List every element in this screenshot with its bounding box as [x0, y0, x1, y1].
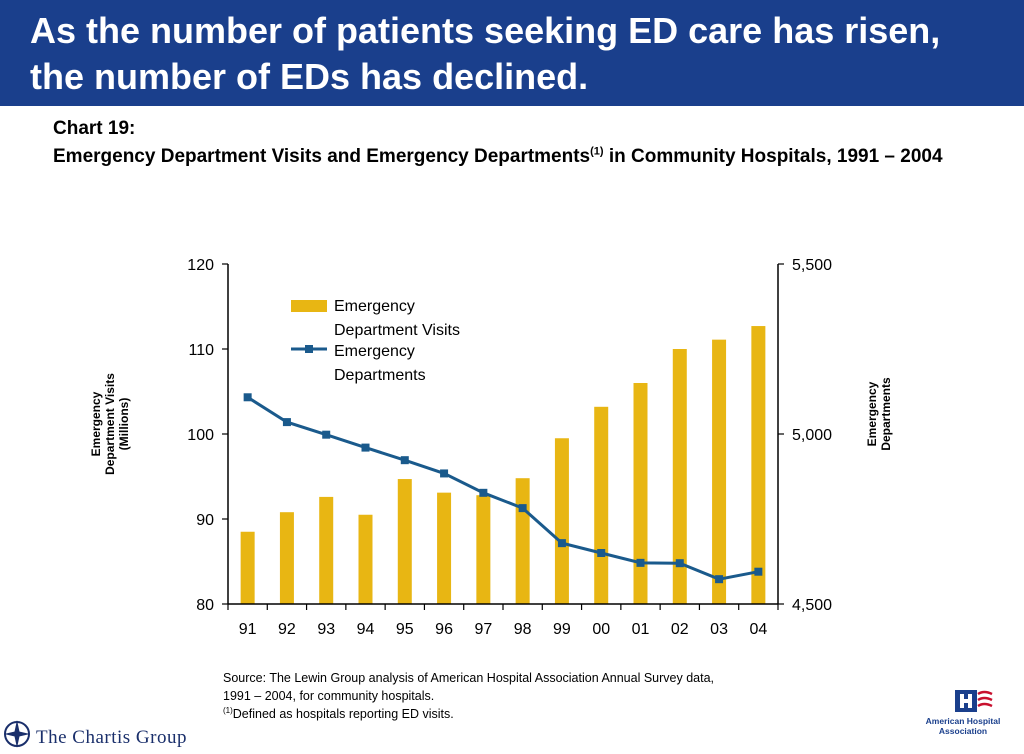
x-tick-label-96: 96: [435, 621, 453, 638]
x-tick-label-98: 98: [514, 621, 532, 638]
chart-number: Chart 19:: [53, 118, 136, 139]
left-axis-title-line: (Millions): [117, 398, 131, 451]
chart-title-footnote-mark: (1): [590, 145, 604, 158]
legend-label-visits-line: Department Visits: [334, 322, 460, 339]
bar-visits-94: [358, 514, 373, 604]
x-tick-label-01: 01: [632, 621, 650, 638]
point-eds-96: [440, 469, 449, 478]
legend-label-visits-line: Emergency: [334, 298, 415, 315]
point-eds-00: [597, 549, 606, 557]
aha-flag-icon: [955, 690, 993, 712]
point-eds-02: [675, 559, 684, 568]
left-tick-label: 110: [188, 342, 214, 359]
legend-label-eds-line: Emergency: [334, 343, 415, 360]
right-axis-title-line: Emergency: [865, 381, 879, 446]
bar-visits-93: [319, 496, 334, 604]
left-tick-label: 100: [187, 427, 214, 444]
x-tick-label-97: 97: [474, 621, 492, 638]
legend-label-eds: Emergency Departments: [334, 343, 426, 384]
slide-title: As the number of patients seeking ED car…: [30, 10, 941, 97]
footnote-text: Defined as hospitals reporting ED visits…: [232, 707, 454, 721]
chart-title-main: Emergency Department Visits and Emergenc…: [53, 146, 591, 167]
bar-visits-97: [476, 495, 491, 604]
x-tick-label-04: 04: [749, 621, 767, 638]
left-tick-label: 120: [187, 257, 214, 274]
bar-visits-02: [672, 349, 687, 604]
bar-visits-00: [594, 406, 609, 604]
point-eds-01: [636, 558, 645, 567]
right-tick-label: 5,500: [792, 257, 832, 274]
x-tick-label-91: 91: [239, 621, 257, 638]
compass-icon: [4, 720, 30, 748]
x-tick-label-02: 02: [671, 621, 689, 638]
x-tick-label-99: 99: [553, 621, 571, 638]
footnote: (1)Defined as hospitals reporting ED vis…: [223, 705, 743, 723]
x-tick-label-93: 93: [317, 621, 335, 638]
line-emergency-departments: [246, 396, 759, 581]
point-eds-03: [715, 575, 724, 584]
bar-visits-99: [554, 438, 569, 604]
bar-visits-98: [515, 478, 530, 604]
point-eds-93: [322, 430, 331, 439]
chart-title: Emergency Department Visits and Emergenc…: [53, 143, 953, 171]
point-eds-99: [557, 539, 566, 548]
point-eds-95: [400, 456, 409, 465]
x-tick-label-95: 95: [396, 621, 414, 638]
right-axis-title: EmergencyDepartments: [865, 377, 893, 451]
x-tick-label-03: 03: [710, 621, 728, 638]
legend-label-visits: Emergency Department Visits: [334, 298, 460, 339]
footnote-mark: (1): [223, 705, 233, 715]
legend-swatch-eds-marker: [305, 345, 313, 353]
bar-visits-01: [633, 383, 648, 604]
left-tick-label: 80: [196, 597, 214, 614]
right-axis-title-line: Departments: [879, 377, 893, 451]
left-axis-title: EmergencyDepartment Visits(Millions): [89, 373, 131, 475]
bar-visits-03: [712, 339, 727, 604]
point-eds-04: [754, 567, 763, 576]
point-eds-91: [243, 393, 252, 402]
title-banner: As the number of patients seeking ED car…: [0, 0, 1024, 106]
source-text: Source: The Lewin Group analysis of Amer…: [223, 671, 715, 703]
legend-swatch-visits: [291, 300, 327, 312]
chart-heading: Chart 19: Emergency Department Visits an…: [53, 115, 953, 171]
x-tick-label-94: 94: [357, 621, 375, 638]
aha-logo-text: American Hospital Association: [925, 716, 1001, 736]
bar-visits-95: [397, 479, 412, 604]
x-tick-label-00: 00: [592, 621, 610, 638]
left-axis-title-line: Department Visits: [103, 373, 117, 475]
chartis-group-logo: The Chartis Group: [4, 717, 204, 753]
point-eds-98: [518, 504, 527, 513]
bar-visits-91: [240, 531, 255, 604]
point-eds-94: [361, 443, 370, 452]
right-tick-label: 5,000: [792, 427, 832, 444]
left-tick-label: 90: [196, 512, 214, 529]
chart-title-rest: in Community Hospitals, 1991 – 2004: [603, 146, 943, 167]
point-eds-92: [282, 418, 291, 427]
bar-visits-04: [751, 326, 766, 604]
source-note: Source: The Lewin Group analysis of Amer…: [223, 669, 743, 723]
chartis-logo-text: The Chartis Group: [36, 727, 187, 748]
aha-logo: American Hospital Association: [918, 686, 1008, 752]
x-tick-label-92: 92: [278, 621, 296, 638]
bar-visits-92: [279, 512, 294, 604]
point-eds-97: [479, 488, 488, 497]
right-tick-label: 4,500: [792, 597, 832, 614]
bar-visits-96: [437, 492, 452, 604]
left-axis-title-line: Emergency: [89, 391, 103, 456]
legend-label-eds-line: Departments: [334, 367, 426, 384]
